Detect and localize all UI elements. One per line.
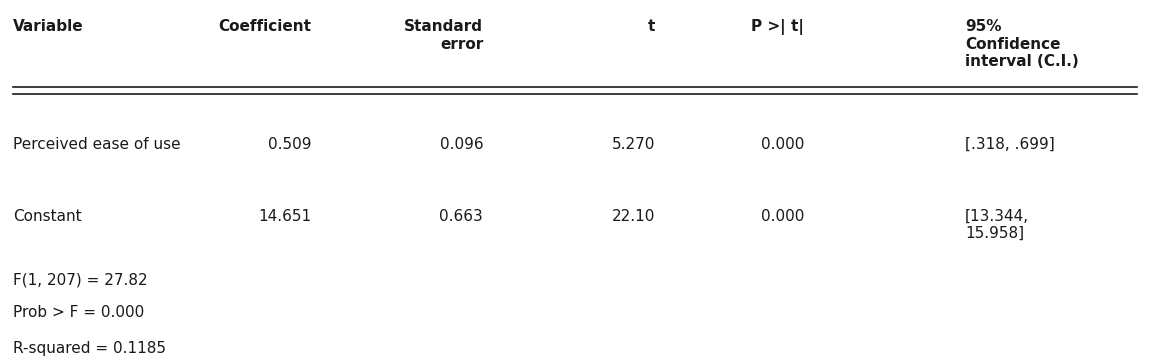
Text: P >| t|: P >| t|: [751, 19, 805, 35]
Text: Standard
error: Standard error: [404, 19, 483, 52]
Text: F(1, 207) = 27.82: F(1, 207) = 27.82: [13, 273, 147, 288]
Text: 0.509: 0.509: [268, 137, 312, 152]
Text: 5.270: 5.270: [612, 137, 656, 152]
Text: 22.10: 22.10: [612, 209, 656, 223]
Text: 0.096: 0.096: [439, 137, 483, 152]
Text: 95%
Confidence
interval (C.I.): 95% Confidence interval (C.I.): [965, 19, 1079, 69]
Text: Variable: Variable: [13, 19, 84, 34]
Text: R-squared = 0.1185: R-squared = 0.1185: [13, 341, 166, 356]
Text: 0.663: 0.663: [439, 209, 483, 223]
Text: 0.000: 0.000: [761, 137, 805, 152]
Text: Coefficient: Coefficient: [218, 19, 312, 34]
Text: Perceived ease of use: Perceived ease of use: [13, 137, 181, 152]
Text: Constant: Constant: [13, 209, 82, 223]
Text: t: t: [647, 19, 655, 34]
Text: [.318, .699]: [.318, .699]: [965, 137, 1055, 152]
Text: Prob > F = 0.000: Prob > F = 0.000: [13, 305, 144, 320]
Text: [13.344,
15.958]: [13.344, 15.958]: [965, 209, 1029, 241]
Text: 0.000: 0.000: [761, 209, 805, 223]
Text: 14.651: 14.651: [258, 209, 312, 223]
